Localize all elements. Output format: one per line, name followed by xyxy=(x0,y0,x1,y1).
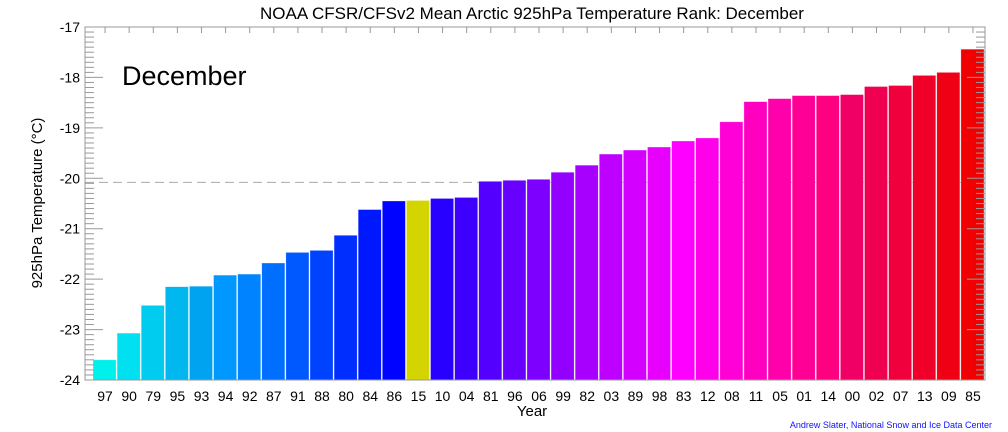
x-tick-label: 88 xyxy=(314,388,330,404)
month-annotation: December xyxy=(122,61,247,91)
bar-80 xyxy=(333,234,358,381)
x-tick-label: 10 xyxy=(435,388,451,404)
bar-93 xyxy=(189,285,213,381)
bar-83 xyxy=(671,140,696,381)
x-tick-label: 86 xyxy=(387,388,403,404)
x-tick-label: 96 xyxy=(507,388,523,404)
x-tick-label: 15 xyxy=(411,388,427,404)
x-tick-label: 03 xyxy=(604,388,620,404)
x-tick-label: 08 xyxy=(724,388,740,404)
x-tick-label: 00 xyxy=(845,388,861,404)
credit: Andrew Slater, National Snow and Ice Dat… xyxy=(790,420,992,430)
x-tick-label: 97 xyxy=(97,388,113,404)
x-tick-label: 98 xyxy=(652,388,668,404)
y-tick-label: -23 xyxy=(60,322,80,338)
x-tick-label: 06 xyxy=(531,388,547,404)
bar-15 xyxy=(406,200,430,381)
bar-05 xyxy=(767,98,792,381)
bar-90 xyxy=(116,332,141,381)
x-tick-label: 99 xyxy=(555,388,571,404)
y-tick-label: -19 xyxy=(60,120,80,136)
y-axis-label: 925hPa Temperature (°C) xyxy=(29,118,46,289)
x-tick-label: 02 xyxy=(869,388,885,404)
x-tick-label: 79 xyxy=(145,388,161,404)
x-tick-label: 84 xyxy=(362,388,378,404)
x-tick-label: 90 xyxy=(121,388,137,404)
x-tick-label: 83 xyxy=(676,388,692,404)
x-tick-label: 93 xyxy=(194,388,210,404)
chart-title: NOAA CFSR/CFSv2 Mean Arctic 925hPa Tempe… xyxy=(260,4,804,23)
bar-98 xyxy=(647,146,671,381)
bar-06 xyxy=(526,178,551,381)
bar-91 xyxy=(285,252,310,381)
x-tick-label: 12 xyxy=(700,388,716,404)
y-tick-label: -17 xyxy=(60,19,80,35)
bar-00 xyxy=(840,94,864,381)
bar-95 xyxy=(165,286,189,381)
y-tick-label: -18 xyxy=(60,69,80,85)
x-tick-label: 82 xyxy=(579,388,595,404)
x-tick-label: 04 xyxy=(459,388,475,404)
bar-13 xyxy=(912,75,937,381)
x-tick-label: 07 xyxy=(893,388,909,404)
x-tick-label: 94 xyxy=(218,388,234,404)
bar-02 xyxy=(864,86,888,381)
x-axis-label: Year xyxy=(517,403,547,420)
x-tick-label: 14 xyxy=(821,388,837,404)
x-tick-label: 81 xyxy=(483,388,499,404)
bar-85 xyxy=(960,48,985,381)
x-tick-label: 01 xyxy=(796,388,812,404)
y-tick-label: -24 xyxy=(60,372,80,388)
x-tick-label: 87 xyxy=(266,388,282,404)
bar-12 xyxy=(695,137,720,381)
bar-82 xyxy=(574,164,599,381)
bar-04 xyxy=(454,197,479,381)
bar-03 xyxy=(598,153,623,381)
x-tick-label: 11 xyxy=(749,388,764,404)
bar-08 xyxy=(719,121,744,381)
bar-94 xyxy=(213,274,237,381)
bar-09 xyxy=(936,72,961,381)
bar-92 xyxy=(237,273,262,381)
bar-79 xyxy=(140,305,165,381)
bar-11 xyxy=(743,101,768,381)
bar-97 xyxy=(92,359,117,381)
y-tick-label: -22 xyxy=(60,271,80,287)
x-tick-label: 05 xyxy=(772,388,788,404)
x-tick-label: 91 xyxy=(290,388,306,404)
bar-86 xyxy=(381,200,406,381)
x-tick-label: 89 xyxy=(628,388,644,404)
bar-99 xyxy=(550,171,575,381)
bar-84 xyxy=(357,209,382,381)
bar-89 xyxy=(623,149,647,381)
bar-81 xyxy=(478,181,503,381)
x-tick-label: 09 xyxy=(941,388,957,404)
y-tick-label: -20 xyxy=(60,170,80,186)
bar-87 xyxy=(261,262,286,381)
bar-07 xyxy=(888,85,912,381)
bar-96 xyxy=(502,180,527,381)
bar-10 xyxy=(430,198,454,381)
x-tick-label: 85 xyxy=(965,388,981,404)
bar-14 xyxy=(815,95,840,381)
bar-01 xyxy=(791,95,816,381)
bar-88 xyxy=(309,250,334,381)
x-tick-label: 13 xyxy=(917,388,933,404)
x-tick-label: 95 xyxy=(170,388,186,404)
x-tick-label: 92 xyxy=(242,388,258,404)
x-tick-label: 80 xyxy=(338,388,354,404)
y-tick-label: -21 xyxy=(60,221,80,237)
